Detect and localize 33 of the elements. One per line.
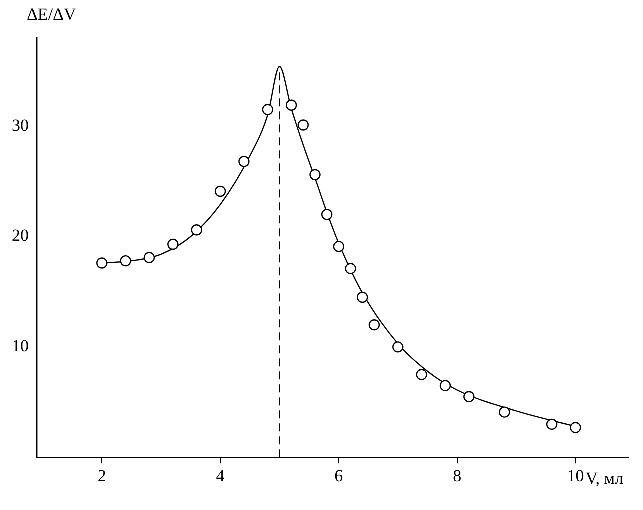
x-tick-label: 8 [453, 466, 462, 486]
point [570, 422, 582, 434]
point [416, 369, 428, 380]
point [144, 252, 156, 264]
y-tick-label: 30 [12, 116, 29, 135]
x-axis-title: V, мл [586, 469, 624, 488]
point [321, 209, 333, 220]
y-axis-title: ΔE/ΔV [27, 5, 77, 24]
point [286, 100, 298, 111]
point [298, 120, 309, 131]
y-tick-label: 20 [12, 226, 29, 246]
x-tick-label: 4 [216, 466, 226, 486]
point [310, 169, 321, 181]
point [214, 186, 226, 198]
point [546, 418, 558, 430]
point [238, 156, 250, 168]
point [96, 258, 108, 269]
point [499, 406, 510, 418]
point [168, 238, 179, 250]
point [262, 104, 274, 116]
point [357, 292, 368, 304]
point [368, 319, 380, 331]
point [191, 224, 202, 236]
x-tick-label: 2 [98, 466, 106, 486]
y-tick-label: 10 [12, 336, 29, 356]
x-tick-label: 10 [567, 466, 584, 486]
point [464, 391, 475, 402]
point [333, 241, 345, 252]
x-tick-label: 6 [334, 466, 344, 486]
point [392, 342, 404, 353]
point [120, 255, 132, 267]
point [345, 263, 356, 274]
point [440, 380, 452, 392]
